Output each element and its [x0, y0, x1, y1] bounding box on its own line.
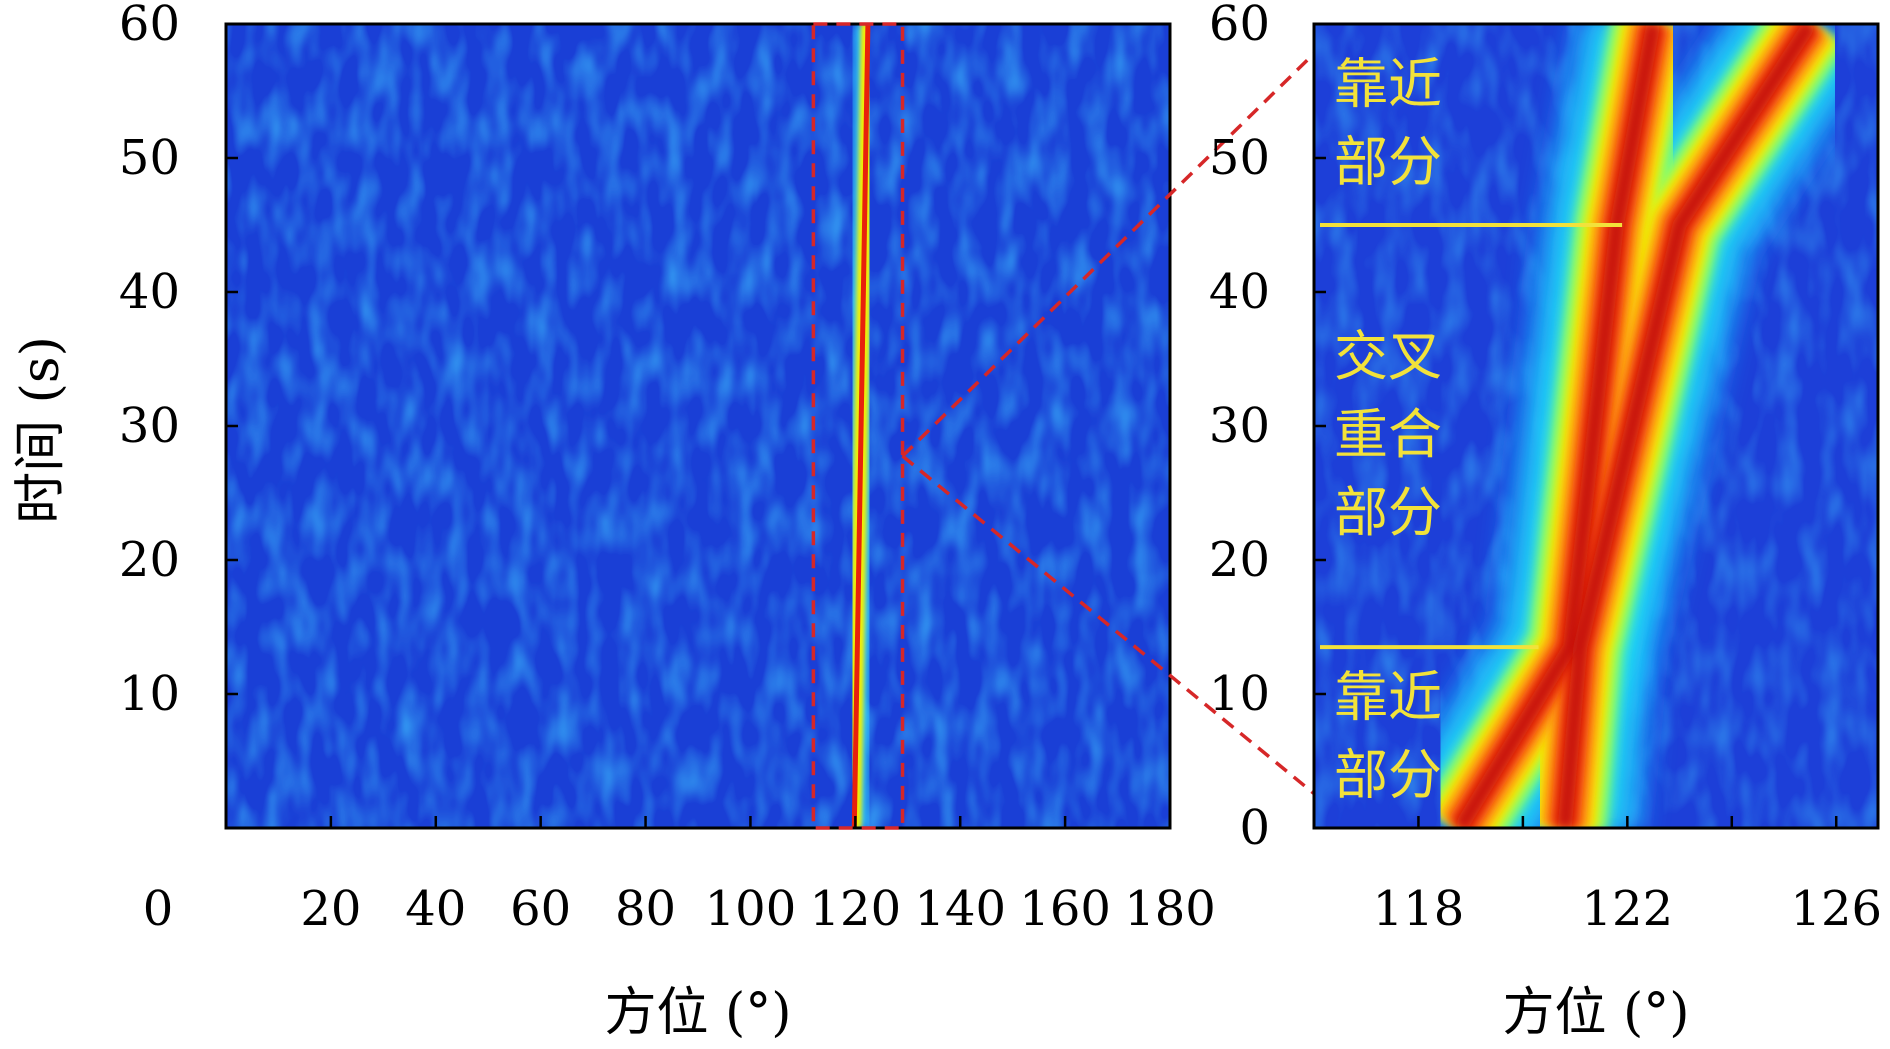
zoom-connectors: [901, 32, 1336, 812]
region-label-line: 交叉: [1334, 325, 1442, 388]
zoom-track-layer: [1396, 24, 1874, 828]
highlight-box: [811, 22, 905, 830]
zoom-track-1-layer: [1454, 24, 1661, 828]
full-xtick-label: 0: [143, 881, 174, 937]
zoom-xtick-label: 126: [1790, 881, 1882, 937]
zoom-ytick-label: 30: [1209, 398, 1270, 454]
region-label-line: 部分: [1334, 481, 1442, 544]
full-ytick-label: 50: [119, 130, 180, 186]
full-ytick-label: 40: [119, 264, 180, 320]
full-heatmap-noise: [226, 24, 1170, 828]
full-ytick-label: 30: [119, 398, 180, 454]
full-ytick-label: 10: [119, 666, 180, 722]
full-xtick-label: 120: [810, 881, 902, 937]
full-ylabel: 时间 (s): [11, 336, 71, 524]
region-label-line: 部分: [1334, 131, 1442, 194]
zoom-ytick-label: 60: [1209, 0, 1270, 52]
region-label-line: 靠近: [1334, 666, 1442, 729]
full-axis-ticks: 0 20 40 60 80 100 120 140 160 180 10 20 30 40 50 60: [119, 0, 1216, 937]
zoom-ytick-label: 0: [1239, 800, 1270, 856]
zoom-ytick-label: 50: [1209, 130, 1270, 186]
full-xlabel: 方位 (°): [604, 983, 791, 1043]
region-label-line: 部分: [1334, 744, 1442, 807]
full-xtick-label: 180: [1124, 881, 1216, 937]
full-xtick-label: 20: [300, 881, 361, 937]
region-label-line: 重合: [1334, 403, 1442, 466]
zoom-xtick-label: 118: [1373, 881, 1465, 937]
full-ytick-label: 60: [119, 0, 180, 52]
zoom-ytick-label: 40: [1209, 264, 1270, 320]
zoom-axis-ticks: 118 122 126 0 10 20 30 40 50 60: [1209, 0, 1882, 937]
full-xtick-label: 160: [1019, 881, 1111, 937]
zoom-ytick-label: 20: [1209, 532, 1270, 588]
full-track-core: [851, 24, 871, 828]
zoom-xlabel: 方位 (°): [1502, 983, 1689, 1043]
region-label-line: 靠近: [1334, 53, 1442, 116]
full-xtick-label: 40: [405, 881, 466, 937]
full-heatmap: 0 20 40 60 80 100 120 140 160 180 10 20 30 40 50 60 方位 …: [11, 0, 1216, 1043]
full-xtick-label: 60: [510, 881, 571, 937]
full-xtick-label: 80: [615, 881, 676, 937]
full-track-layer: [841, 24, 881, 828]
zoom-xtick-label: 122: [1582, 881, 1674, 937]
full-ytick-label: 20: [119, 532, 180, 588]
zoom-track-2-layer: [1557, 24, 1816, 828]
full-xtick-label: 100: [705, 881, 797, 937]
full-xtick-label: 140: [914, 881, 1006, 937]
zoom-connector-bottom: [901, 454, 1336, 812]
zoom-ytick-label: 10: [1209, 666, 1270, 722]
zoom-connector-top: [901, 32, 1336, 458]
